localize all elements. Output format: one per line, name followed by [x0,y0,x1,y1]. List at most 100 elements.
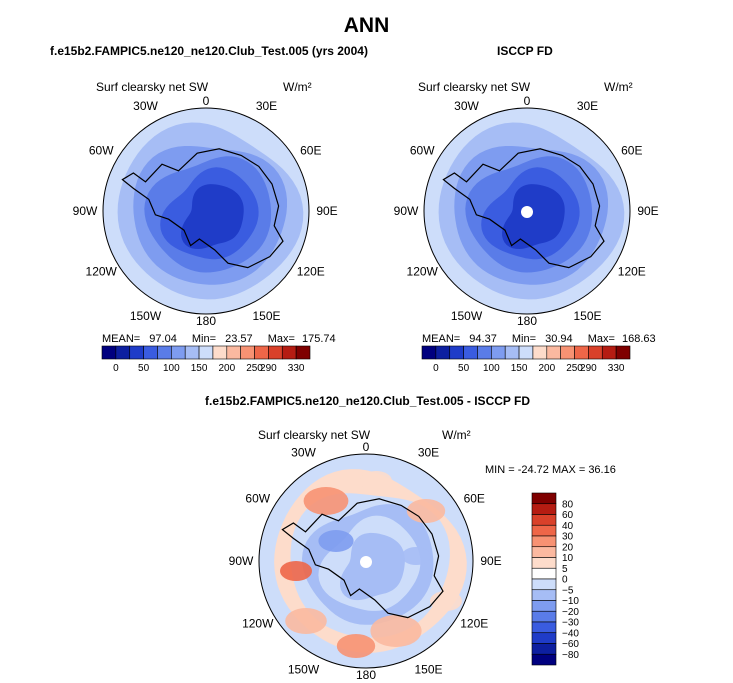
model-colorbar-box-8 [212,345,228,360]
obs-map-lon-label-8: 120W [407,265,439,279]
diff-colorbar-tick-9: −10 [562,596,579,607]
model-map-lon-label-10: 60W [89,144,114,158]
model-colorbar-tick-7: 330 [288,363,305,374]
obs-map-lon-label-1: 30E [577,99,598,113]
obs-colorbar-box-2 [449,345,464,360]
diff-colorbar-tick-3: 30 [562,532,574,543]
diff-colorbar-tick-13: −60 [562,639,579,650]
diff-colorbar-box-6 [531,557,557,569]
diff-map-anomaly-7 [360,471,392,491]
model-colorbar-tick-0: 0 [113,363,119,374]
model-units-label: W/m² [283,80,312,94]
obs-colorbar-tick-5: 250 [566,363,583,374]
model-min-label: Min= [191,333,217,345]
diff-colorbar-tick-0: 80 [562,499,574,510]
diff-panel-subtitle: f.e15b2.FAMPIC5.ne120_ne120.Club_Test.00… [205,394,531,408]
model-colorbar-box-5 [171,345,186,360]
diff-colorbar-tick-14: −80 [562,650,579,661]
model-min-value: 23.57 [225,333,253,345]
diff-map-anomaly-1 [406,499,446,523]
model-map-coastline [121,148,284,269]
model-colorbar-box-11 [254,345,269,360]
model-map-lon-label-1: 30E [256,99,277,113]
obs-min-value: 30.94 [545,333,573,345]
model-colorbar-box-3 [143,345,158,360]
diff-colorbar-box-2 [531,514,557,526]
diff-colorbar-tick-6: 5 [562,564,568,575]
obs-map-lon-label-11: 30W [454,99,479,113]
model-map-lon-label-9: 90W [73,204,98,218]
model-map-map-border [102,107,310,315]
obs-colorbar-box-12 [588,345,603,360]
obs-colorbar-box-5 [491,345,506,360]
diff-units-label: W/m² [442,428,471,442]
diff-map-lon-label-8: 120W [242,617,274,631]
model-map-lon-label-6: 180 [196,314,216,328]
diff-map-lon-label-11: 30W [291,446,316,460]
model-mean-value: 97.04 [149,333,177,345]
obs-colorbar-box-11 [574,345,589,360]
obs-min-label: Min= [511,333,537,345]
diff-colorbar-box-12 [531,621,557,634]
diff-pole-hole [360,556,372,568]
diff-colorbar-tick-12: −40 [562,628,579,639]
obs-max-label: Max= [587,333,615,345]
obs-colorbar-tick-4: 200 [538,363,555,374]
diff-colorbar-box-5 [531,546,557,558]
diff-map-anomaly-4 [336,634,376,658]
model-colorbar-box-9 [226,345,241,360]
diff-colorbar-tick-7: 0 [562,575,568,586]
model-max-value: 175.74 [301,333,336,345]
model-panel-subtitle: f.e15b2.FAMPIC5.ne120_ne120.Club_Test.00… [50,44,368,58]
obs-colorbar-box-3 [463,345,478,360]
obs-max-value: 168.63 [621,333,656,345]
model-colorbar-box-2 [129,345,144,360]
figure-title: ANN [343,14,390,37]
diff-colorbar-tick-8: −5 [562,585,574,596]
model-colorbar-box-14 [295,345,311,360]
diff-map-anomaly-3 [370,615,422,647]
diff-colorbar-box-10 [531,600,557,612]
diff-colorbar-box-3 [531,524,557,537]
diff-colorbar-tick-5: 10 [562,553,574,564]
obs-pole-hole [521,206,533,218]
model-max-label: Max= [267,333,295,345]
model-colorbar-tick-4: 200 [218,363,235,374]
obs-variable-label: Surf clearsky net SW [418,80,531,94]
model-map-lon-label-0: 0 [203,94,210,108]
diff-colorbar-tick-11: −30 [562,618,579,629]
model-variable-label: Surf clearsky net SW [96,80,209,94]
obs-map-band-5 [502,184,565,249]
obs-colorbar-box-8 [532,345,548,360]
obs-map-lon-label-6: 180 [517,314,537,328]
diff-minmax: MIN = -24.72 MAX = 36.16 [485,464,616,476]
diff-colorbar-box-4 [531,535,557,548]
model-map-lon-label-3: 90E [316,204,337,218]
diff-colorbar-box-11 [531,610,557,623]
obs-colorbar-box-9 [546,345,561,360]
model-mean-label: MEAN= [102,333,141,345]
model-colorbar-box-10 [240,345,255,360]
model-colorbar-tick-3: 150 [191,363,208,374]
diff-colorbar-box-0 [531,492,557,505]
obs-colorbar-tick-2: 100 [483,363,500,374]
diff-map-lon-labels: 0 30E 60E 90E 120E 150E 180 150W 120W 90W 60W 30W [229,440,502,682]
obs-colorbar-box-14 [615,345,631,360]
model-map-lon-label-2: 60E [300,144,321,158]
diff-variable-label: Surf clearsky net SW [258,428,371,442]
diff-map-lon-label-6: 180 [356,668,376,682]
diff-colorbar-tick-1: 60 [562,510,574,521]
model-map-lon-label-4: 120E [297,265,325,279]
diff-colorbar-box-13 [531,632,557,644]
obs-map-lon-label-7: 150W [451,309,483,323]
diff-map-lon-label-5: 150E [414,662,442,676]
model-colorbar-box-1 [115,345,131,360]
obs-colorbar-box-10 [560,345,575,360]
diff-map-lon-label-0: 0 [363,440,370,454]
diff-colorbar-box-7 [531,567,557,580]
model-map-lon-label-11: 30W [133,99,158,113]
diff-colorbar-tick-4: 20 [562,542,574,553]
diff-map-anomaly-5 [430,591,462,611]
